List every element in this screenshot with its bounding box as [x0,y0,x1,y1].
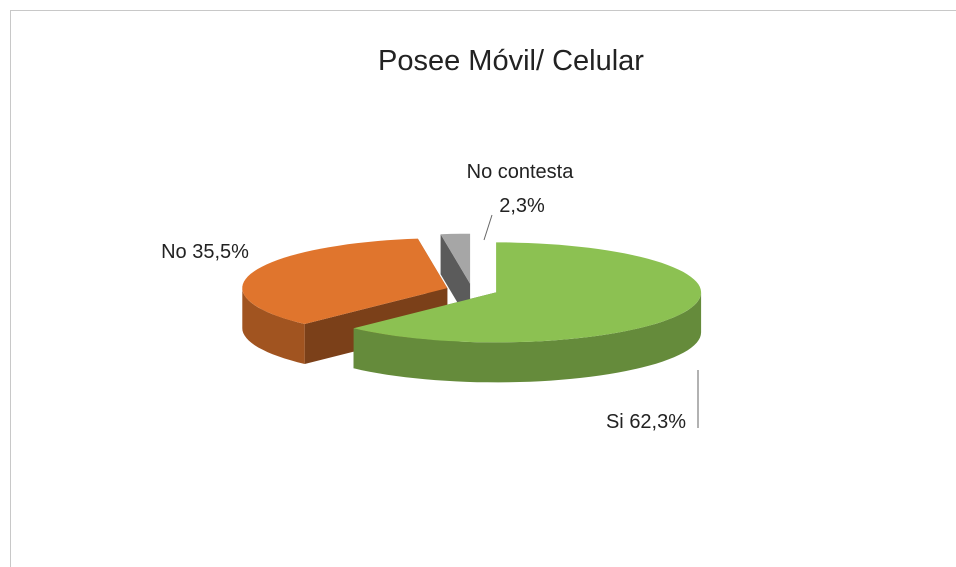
chart-frame [10,10,956,567]
leader-line [483,214,493,241]
data-label-value: 2,3% [499,195,545,217]
labels: Si 62,3% No 35,5% No contesta 2,3% [161,161,699,433]
slice [440,233,471,284]
slice [353,242,702,343]
data-label: Si 62,3% [606,411,686,433]
data-label: No 35,5% [161,241,249,263]
data-label-name: No contesta [467,161,575,183]
data-label-name: Si [606,411,624,433]
pie [242,233,702,383]
slice-wall [242,288,305,364]
data-label-value: 62,3% [629,411,686,433]
data-label-value: 35,5% [192,241,249,263]
data-label-name: No [161,241,187,263]
slice-wall [353,292,702,383]
chart-title: Posee Móvil/ Celular [378,45,644,77]
slice [242,238,448,324]
